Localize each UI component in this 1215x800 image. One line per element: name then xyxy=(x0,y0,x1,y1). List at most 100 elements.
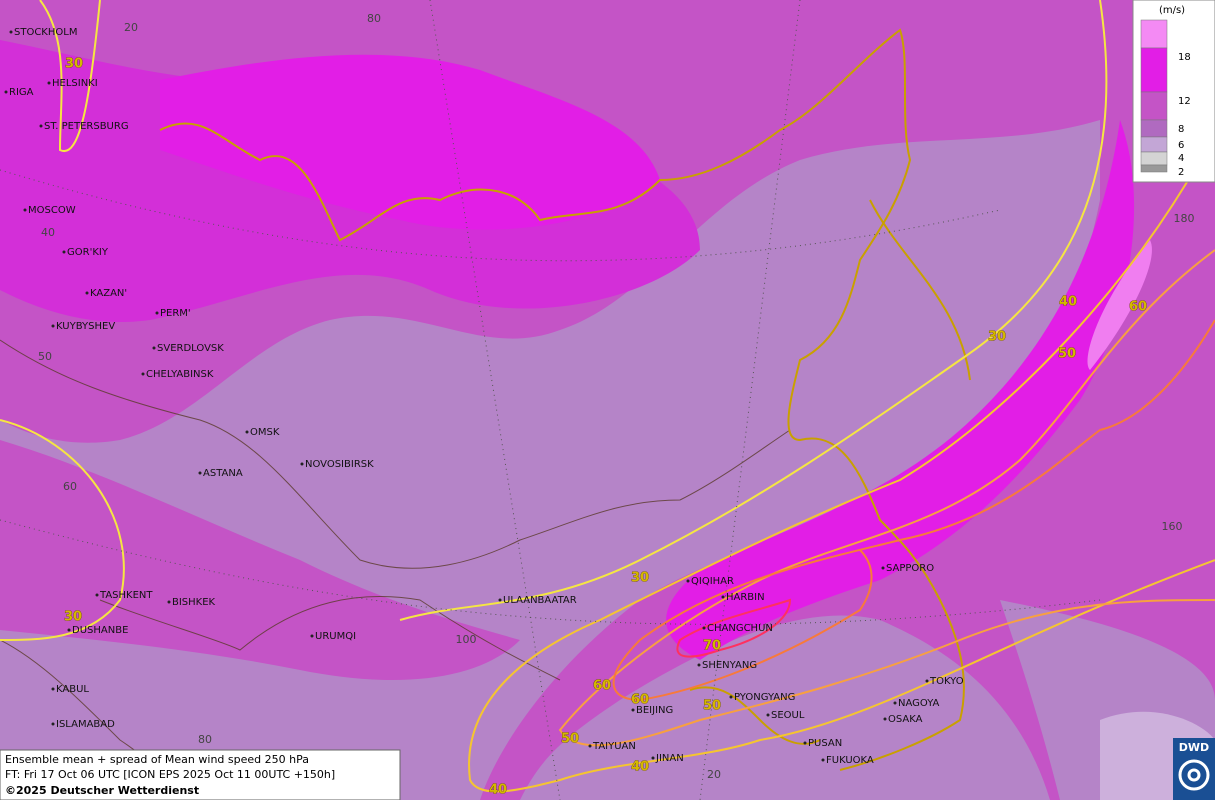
city-label: SEOUL xyxy=(771,710,805,721)
isotach-label: 40 xyxy=(1059,295,1077,310)
city-dot xyxy=(47,81,51,85)
city-label: MOSCOW xyxy=(28,205,76,216)
logo: DWD xyxy=(1173,738,1215,800)
city-dot xyxy=(23,208,27,212)
logo-icon xyxy=(1187,768,1201,782)
city-dot xyxy=(198,471,202,475)
city-dot xyxy=(85,291,89,295)
city-dot xyxy=(300,462,304,466)
legend-tick-label: 4 xyxy=(1178,153,1184,164)
isotach-label: 30 xyxy=(631,571,649,586)
isotach-label: 30 xyxy=(65,57,83,72)
graticule-label: 20 xyxy=(124,21,138,34)
isotach-label: 30 xyxy=(64,610,82,625)
graticule-label: 50 xyxy=(38,350,52,363)
city-dot xyxy=(155,311,159,315)
city-dot xyxy=(803,741,807,745)
city-dot xyxy=(498,598,502,602)
city-label: KABUL xyxy=(56,684,89,695)
city-dot xyxy=(766,713,770,717)
city-dot xyxy=(631,708,635,712)
isotach-label: 70 xyxy=(703,639,721,654)
isotach-label: 40 xyxy=(489,783,507,798)
city-dot xyxy=(881,566,885,570)
city-dot xyxy=(729,695,733,699)
city-label: CHELYABINSK xyxy=(146,369,214,380)
city-label: BEIJING xyxy=(636,705,673,716)
legend-swatch xyxy=(1140,19,1168,49)
legend-tick-label: 18 xyxy=(1178,52,1191,63)
graticule-label: 40 xyxy=(41,226,55,239)
city-label: FUKUOKA xyxy=(826,755,874,766)
city-label: NAGOYA xyxy=(898,698,940,709)
isotach-label: 50 xyxy=(561,732,579,747)
footer-line: FT: Fri 17 Oct 06 UTC [ICON EPS 2025 Oct… xyxy=(5,768,335,781)
city-label: DUSHANBE xyxy=(72,625,128,636)
city-dot xyxy=(67,628,71,632)
city-dot xyxy=(686,579,690,583)
city-labels: STOCKHOLM HELSINKI RIGA ST. PETERSBURG MOSCO… xyxy=(4,27,964,766)
graticule-label: 160 xyxy=(1162,520,1183,533)
legend-tick-label: 12 xyxy=(1178,96,1191,107)
city-label: PUSAN xyxy=(808,738,842,749)
city-dot xyxy=(9,30,13,34)
graticule-label: 180 xyxy=(1174,212,1195,225)
city-label: TASHKENT xyxy=(99,590,153,601)
city-dot xyxy=(925,679,929,683)
city-dot xyxy=(588,744,592,748)
city-label: HELSINKI xyxy=(52,78,98,89)
graticule xyxy=(0,0,1101,800)
logo-text: DWD xyxy=(1179,741,1209,754)
copyright: ©2025 Deutscher Wetterdienst xyxy=(5,784,199,797)
isotach-label: 50 xyxy=(1058,347,1076,362)
city-label: SVERDLOVSK xyxy=(157,343,224,354)
city-label: PYONGYANG xyxy=(734,692,795,703)
legend-swatch xyxy=(1140,164,1168,173)
city-label: SAPPORO xyxy=(886,563,934,574)
city-label: CHANGCHUN xyxy=(707,623,773,634)
city-label: SHENYANG xyxy=(702,660,757,671)
legend-unit: (m/s) xyxy=(1159,5,1185,16)
city-label: KAZAN' xyxy=(90,288,127,299)
legend-swatch xyxy=(1140,136,1168,153)
city-dot xyxy=(51,722,55,726)
coastlines xyxy=(159,28,971,771)
city-dot xyxy=(702,626,706,630)
isotach-label: 40 xyxy=(631,760,649,775)
isotach-label: 60 xyxy=(631,693,649,708)
isotach-label: 60 xyxy=(593,679,611,694)
graticule-label: 80 xyxy=(367,12,381,25)
city-dot xyxy=(651,756,655,760)
city-dot xyxy=(883,717,887,721)
city-dot xyxy=(245,430,249,434)
city-dot xyxy=(152,346,156,350)
graticule-label: 80 xyxy=(198,733,212,746)
city-label: BISHKEK xyxy=(172,597,216,608)
isotach-labels: 30 30 30 30 40 40 40 50 50 50 60 60 60 70 xyxy=(64,56,1148,798)
legend: (m/s) 18 12 8 6 4 2 xyxy=(1132,0,1215,183)
city-label: HARBIN xyxy=(726,592,765,603)
graticule-label: 100 xyxy=(456,633,477,646)
city-label: NOVOSIBIRSK xyxy=(305,459,374,470)
city-label: ISLAMABAD xyxy=(56,719,115,730)
city-dot xyxy=(310,634,314,638)
city-label: PERM' xyxy=(160,308,191,319)
city-dot xyxy=(51,687,55,691)
city-dot xyxy=(821,758,825,762)
legend-swatch xyxy=(1140,151,1168,166)
city-dot xyxy=(697,663,701,667)
city-dot xyxy=(95,593,99,597)
city-label: TAIYUAN xyxy=(592,741,636,752)
city-label: TOKYO xyxy=(929,676,964,687)
graticule-label: 60 xyxy=(63,480,77,493)
legend-swatch xyxy=(1140,47,1168,93)
city-dot xyxy=(721,595,725,599)
graticule-label: 20 xyxy=(707,768,721,781)
city-dot xyxy=(4,90,8,94)
footer-box xyxy=(0,749,401,800)
city-label: QIQIHAR xyxy=(691,576,734,587)
city-dot xyxy=(141,372,145,376)
city-dot xyxy=(893,701,897,705)
